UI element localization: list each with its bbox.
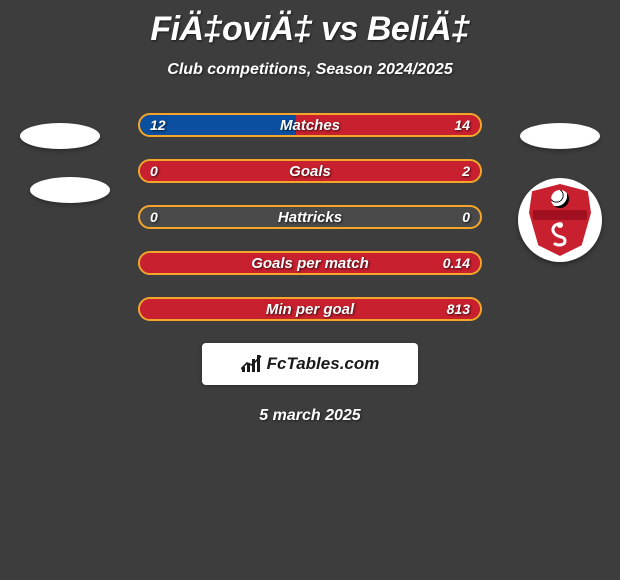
stat-row: 813Min per goal xyxy=(138,297,482,321)
stat-label: Goals xyxy=(140,161,480,181)
comparison-card: FiÄ‡oviÄ‡ vs BeliÄ‡ Club competitions, S… xyxy=(0,0,620,580)
stat-label: Matches xyxy=(140,115,480,135)
subtitle: Club competitions, Season 2024/2025 xyxy=(0,61,620,79)
stat-row: 0.14Goals per match xyxy=(138,251,482,275)
stat-label: Hattricks xyxy=(140,207,480,227)
stat-label: Min per goal xyxy=(140,299,480,319)
stat-label: Goals per match xyxy=(140,253,480,273)
brand-badge[interactable]: FcTables.com xyxy=(202,343,418,385)
page-title: FiÄ‡oviÄ‡ vs BeliÄ‡ xyxy=(0,0,620,49)
stat-row: 00Hattricks xyxy=(138,205,482,229)
bar-chart-icon xyxy=(241,355,263,373)
stats-list: 1214Matches 02Goals 00Hattricks 0.14Goals p… xyxy=(0,113,620,321)
stat-row: 1214Matches xyxy=(138,113,482,137)
brand-text: FcTables.com xyxy=(267,354,380,374)
stat-row: 02Goals xyxy=(138,159,482,183)
date-text: 5 march 2025 xyxy=(0,407,620,425)
